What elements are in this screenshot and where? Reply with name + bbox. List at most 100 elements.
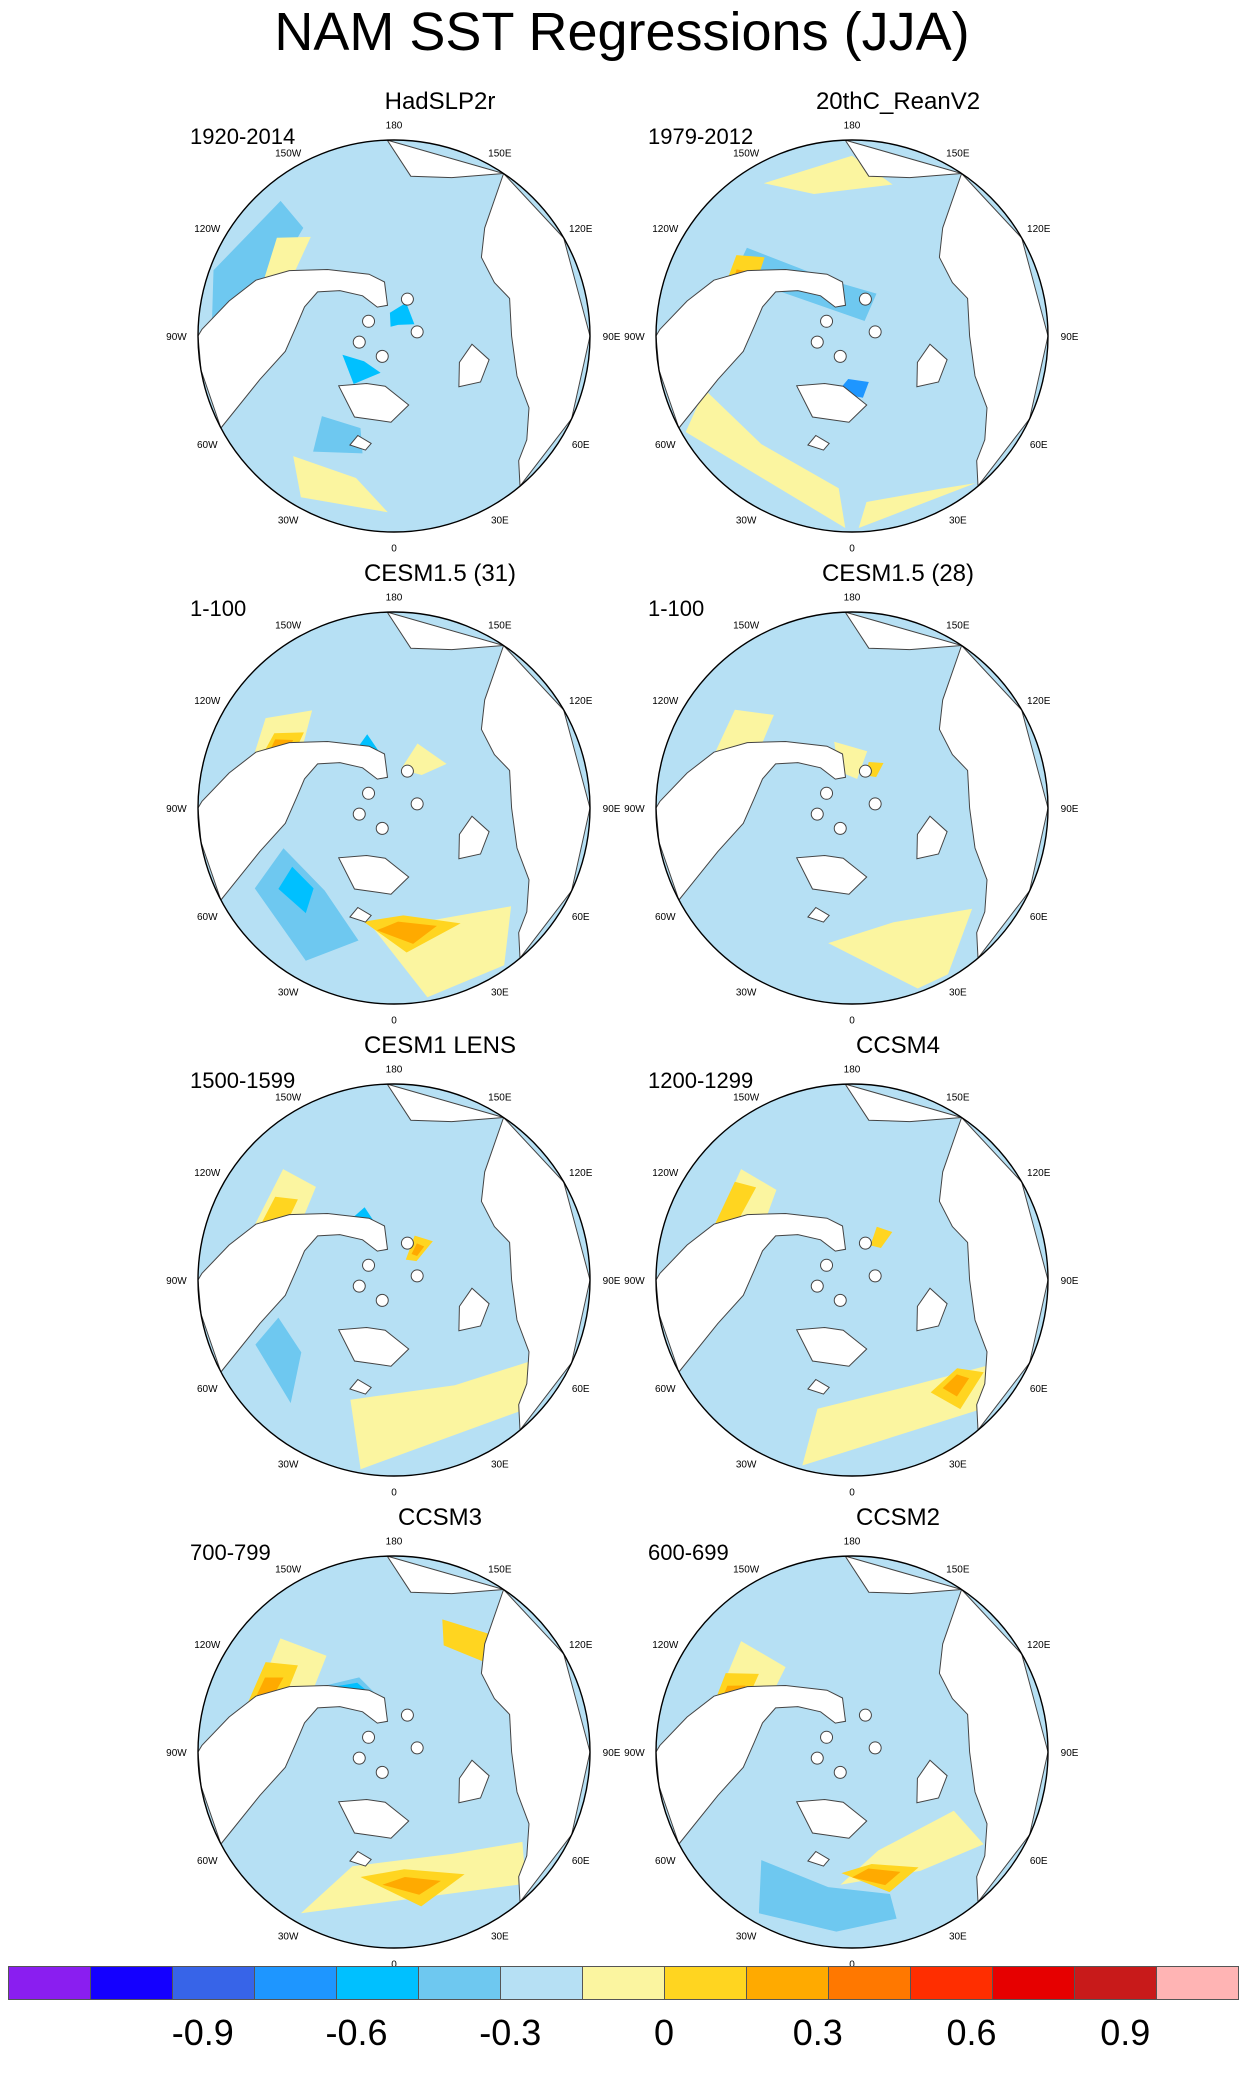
island-outline: [858, 292, 872, 306]
longitude-label: 150E: [488, 621, 512, 632]
anomaly-region: [293, 456, 388, 513]
map-panel: CCSM4 1200-1299 180 0 150W 150E 120W 120E 90W 90E…: [624, 1032, 1148, 1502]
longitude-label: 90W: [624, 1748, 645, 1759]
land-outline: [198, 1212, 389, 1374]
anomaly-region: [350, 1360, 542, 1470]
panel-title: CESM1 LENS: [363, 1032, 517, 1059]
longitude-label: 0: [849, 1016, 855, 1027]
longitude-label: 90W: [624, 804, 645, 815]
colorbar-swatch: [828, 1966, 911, 2000]
anomaly-region: [870, 1226, 893, 1248]
anomaly-region: [255, 1317, 302, 1404]
longitude-label: 90W: [166, 1748, 187, 1759]
polar-map: 180 0 150W 150E 120W 120E 90W 90E 60W 60E 30W 30E: [624, 120, 1079, 554]
longitude-label: 150W: [733, 621, 760, 632]
island-outline: [810, 335, 824, 349]
longitude-label: 90W: [166, 332, 187, 343]
land-outline: [349, 1378, 372, 1395]
map-border: [197, 139, 591, 533]
longitude-label: 90W: [624, 1276, 645, 1287]
panel-period: 1500-1599: [190, 1068, 296, 1093]
longitude-label: 150W: [733, 1093, 760, 1104]
panel-title: CESM1.5 (31): [363, 560, 517, 587]
land-outline: [337, 1326, 410, 1367]
longitude-label: 60W: [655, 1384, 676, 1395]
longitude-label: 120E: [1027, 1168, 1051, 1179]
colorbar-swatch: [910, 1966, 993, 2000]
map-panel: CESM1.5 (31) 1-100 180 0 150W 150E 120W 120E 90W…: [166, 560, 690, 1030]
land-outline: [795, 854, 868, 895]
longitude-label: 30E: [491, 1931, 509, 1942]
longitude-label: 90E: [603, 804, 621, 815]
panel-period: 1979-2012: [648, 124, 754, 149]
anomaly-region: [389, 302, 415, 327]
longitude-label: 150W: [275, 1093, 302, 1104]
longitude-label: 60W: [197, 1384, 218, 1395]
land-outline: [458, 1759, 490, 1804]
longitude-label: 90E: [603, 1276, 621, 1287]
map-border: [655, 1555, 1049, 1949]
longitude-label: 120W: [652, 224, 679, 235]
panel-title: 20thC_ReanV2: [815, 88, 981, 115]
longitude-label: 120E: [569, 224, 593, 235]
panel-period: 1200-1299: [648, 1068, 754, 1093]
longitude-label: 30E: [949, 987, 967, 998]
longitude-label: 90E: [603, 1748, 621, 1759]
longitude-label: 60E: [1030, 1384, 1048, 1395]
land-outline: [807, 906, 830, 923]
longitude-label: 30E: [491, 1459, 509, 1470]
colorbar: -0.9 -0.6 -0.3 0 0.3 0.6 0.9: [8, 1966, 1239, 2078]
longitude-label: 60E: [1030, 1856, 1048, 1867]
island-outline: [820, 786, 834, 800]
polar-map: 180 0 150W 150E 120W 120E 90W 90E 60W 60E 30W 30E: [166, 1064, 621, 1498]
longitude-label: 0: [849, 1960, 855, 1971]
map-panel: CESM1.5 (28) 1-100 180 0 150W 150E 120W 120E 90W…: [624, 560, 1148, 1030]
longitude-label: 120E: [569, 696, 593, 707]
colorbar-swatch: [418, 1966, 501, 2000]
island-outline: [352, 807, 366, 821]
longitude-label: 180: [386, 1536, 403, 1547]
island-outline: [833, 1293, 847, 1307]
land-outline: [916, 343, 948, 388]
land-outline: [458, 343, 490, 388]
land-outline: [938, 172, 1048, 488]
longitude-label: 30E: [949, 1931, 967, 1942]
land-outline: [795, 382, 868, 423]
anomaly-region: [382, 1877, 441, 1895]
anomaly-region: [442, 1619, 493, 1662]
island-outline: [400, 1708, 414, 1722]
map-border: [655, 611, 1049, 1005]
panel-period: 1-100: [648, 596, 705, 621]
longitude-label: 150E: [946, 621, 970, 632]
longitude-label: 120E: [1027, 696, 1051, 707]
longitude-label: 90E: [603, 332, 621, 343]
panel-title: CESM1.5 (28): [821, 560, 975, 587]
longitude-label: 60E: [1030, 912, 1048, 923]
land-outline: [795, 1326, 868, 1367]
longitude-label: 30E: [491, 515, 509, 526]
island-outline: [375, 1765, 389, 1779]
land-outline: [844, 1084, 962, 1123]
longitude-label: 90E: [1061, 804, 1079, 815]
anomaly-region: [758, 1860, 897, 1932]
land-outline: [656, 1684, 847, 1846]
island-outline: [868, 1269, 882, 1283]
panel-period: 700-799: [190, 1540, 271, 1565]
longitude-label: 30W: [278, 987, 299, 998]
island-outline: [868, 325, 882, 339]
polar-map: 180 0 150W 150E 120W 120E 90W 90E 60W 60E 30W 30E: [624, 1064, 1079, 1498]
land-outline: [844, 612, 962, 651]
anomaly-region: [685, 389, 846, 528]
land-outline: [844, 1556, 962, 1595]
longitude-label: 180: [386, 1064, 403, 1075]
longitude-label: 30E: [491, 987, 509, 998]
longitude-label: 90E: [1061, 332, 1079, 343]
land-outline: [916, 815, 948, 860]
longitude-label: 120E: [1027, 1640, 1051, 1651]
longitude-label: 60W: [197, 1856, 218, 1867]
colorbar-swatch: [582, 1966, 665, 2000]
map-border: [197, 611, 591, 1005]
longitude-label: 60W: [197, 440, 218, 451]
anomaly-region: [763, 155, 893, 194]
island-outline: [810, 1751, 824, 1765]
